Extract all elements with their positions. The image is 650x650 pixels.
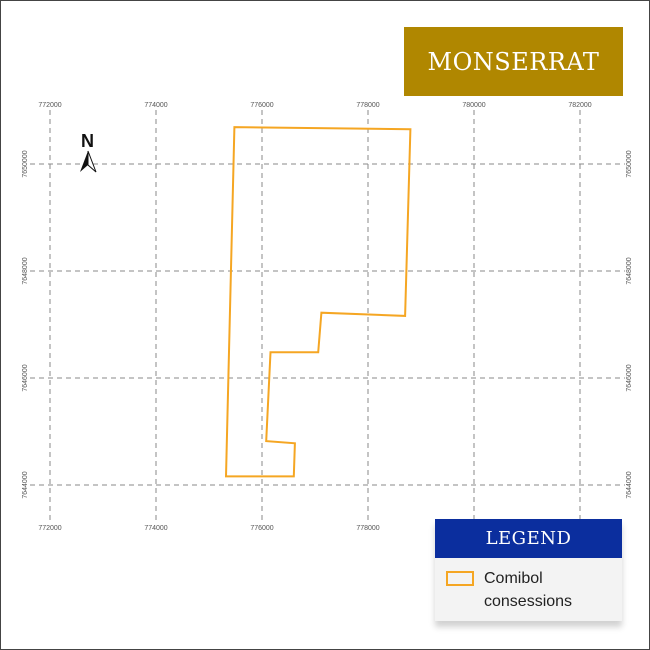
map-title-box: MONSERRAT [404, 27, 623, 96]
x-tick-label-bottom: 778000 [356, 525, 379, 532]
x-tick-label-bottom: 772000 [38, 525, 61, 532]
legend-item-label: Comibol consessions [484, 570, 573, 610]
legend-header: LEGEND [435, 519, 622, 558]
x-tick-label-top: 780000 [462, 102, 485, 109]
y-tick-label-right: 7646000 [626, 364, 633, 391]
map-title: MONSERRAT [427, 47, 600, 76]
y-tick-label-left: 7646000 [22, 364, 29, 391]
x-tick-label-top: 782000 [568, 102, 591, 109]
legend-title: LEGEND [485, 528, 572, 549]
x-tick-label-top: 774000 [144, 102, 167, 109]
y-tick-label-right: 7650000 [626, 150, 633, 177]
x-tick-label-top: 776000 [250, 102, 273, 109]
x-tick-label-top: 772000 [38, 102, 61, 109]
tick-labels: 772000 772000 774000 774000 776000 776000 7780… [22, 102, 633, 532]
north-label: N [81, 131, 94, 151]
y-tick-label-left: 7650000 [22, 150, 29, 177]
legend-panel: LEGEND Comibol consessions [435, 519, 622, 621]
y-tick-label-left: 7648000 [22, 257, 29, 284]
x-tick-label-bottom: 774000 [144, 525, 167, 532]
comibol-concession-polygon[interactable] [224, 126, 412, 478]
north-arrow-icon [80, 151, 88, 172]
legend-swatch-outline [446, 571, 474, 586]
north-arrow-icon-half [87, 150, 97, 173]
x-tick-label-bottom: 776000 [250, 525, 273, 532]
grid-lines [30, 110, 625, 520]
x-tick-label-top: 778000 [356, 102, 379, 109]
y-tick-label-right: 7648000 [626, 257, 633, 284]
north-arrow: N [80, 131, 97, 173]
y-tick-label-left: 7644000 [22, 471, 29, 498]
y-tick-label-right: 7644000 [626, 471, 633, 498]
